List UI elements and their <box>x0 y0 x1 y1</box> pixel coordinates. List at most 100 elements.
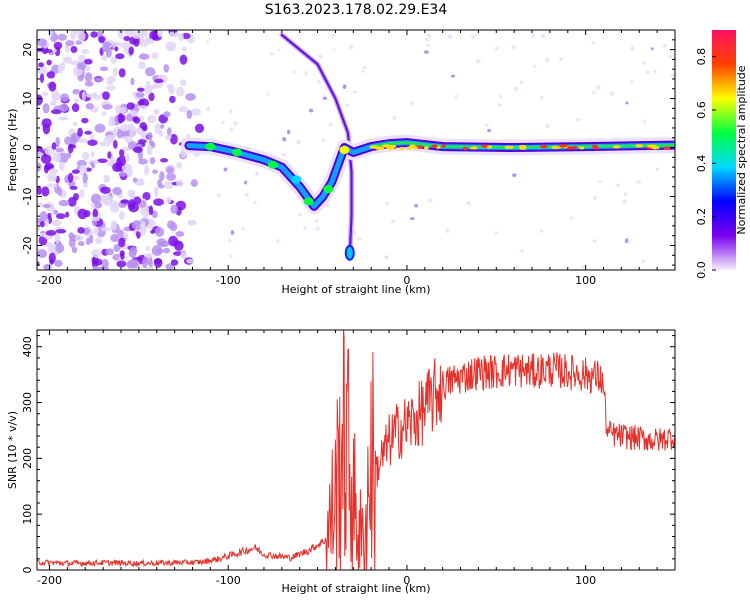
noise-blob <box>176 161 183 169</box>
noise-blob <box>39 232 48 237</box>
noise-blob <box>127 199 136 210</box>
speckle <box>540 34 546 39</box>
noise-blob <box>160 158 169 163</box>
speckle <box>328 122 333 127</box>
noise-blob <box>77 54 87 63</box>
hot-spot <box>441 144 446 148</box>
noise-blob <box>185 93 197 101</box>
noise-blob <box>153 78 164 83</box>
speckle <box>519 248 524 253</box>
speckle <box>545 123 550 129</box>
noise-blob <box>175 200 187 211</box>
speckle <box>206 106 211 111</box>
noise-blob <box>112 67 118 77</box>
arc-tail-blob <box>344 244 355 261</box>
noise-blob <box>158 184 165 189</box>
noise-blob <box>148 205 154 216</box>
noise-blob <box>107 119 116 127</box>
noise-blob <box>39 221 45 228</box>
noise-blob <box>186 258 194 264</box>
noise-blob <box>93 94 102 101</box>
spectrogram-xtick-label: -200 <box>37 274 62 287</box>
noise-blob <box>118 171 128 177</box>
speckle <box>362 65 366 70</box>
noise-blob <box>94 77 104 82</box>
noise-blob <box>60 62 66 72</box>
spectrogram-plot <box>37 30 675 270</box>
hot-spot <box>558 144 568 148</box>
speckle <box>641 61 646 65</box>
speckle <box>314 219 319 223</box>
noise-blob <box>40 153 52 165</box>
speckle <box>322 96 327 100</box>
noise-blob <box>139 39 149 48</box>
noise-blob <box>41 91 49 96</box>
noise-blob <box>77 227 85 234</box>
noise-blob <box>107 151 112 159</box>
noise-blob <box>55 228 67 234</box>
noise-blob <box>153 186 159 198</box>
noise-blob <box>130 77 135 86</box>
noise-blob <box>95 236 102 245</box>
noise-blob <box>128 46 134 56</box>
hot-spot <box>431 144 438 148</box>
noise-blob <box>127 189 136 198</box>
speckle <box>609 91 614 96</box>
noise-blob <box>125 153 130 163</box>
snr-ytick-label: 0 <box>21 567 34 574</box>
speckle <box>475 59 480 64</box>
speckle <box>494 231 498 235</box>
noise-blob <box>112 187 122 196</box>
speckle <box>428 198 433 203</box>
colorbar-gradient <box>712 30 736 270</box>
noise-blob <box>37 94 43 106</box>
noise-blob <box>71 169 80 174</box>
colorbar: 0.0 0.2 0.4 0.6 0.8 Normalized spectral ampl… <box>695 30 748 279</box>
noise-blob <box>187 220 197 226</box>
speckle <box>342 84 347 90</box>
snr-xtick-label: 0 <box>403 574 410 587</box>
noise-blob <box>89 234 94 244</box>
noise-blob <box>190 108 201 116</box>
hot-spot <box>519 146 527 150</box>
speckle <box>569 216 574 220</box>
noise-blob <box>152 169 159 174</box>
noise-blob <box>148 92 155 102</box>
noise-blob <box>163 64 170 73</box>
noise-blob <box>145 246 151 252</box>
noise-blob <box>53 41 63 50</box>
noise-blob <box>153 108 160 115</box>
noise-blob <box>144 67 156 77</box>
noise-blob <box>101 55 108 61</box>
noise-blob <box>46 183 58 188</box>
noise-blob <box>180 251 187 259</box>
noise-blob <box>133 196 142 205</box>
noise-blob <box>131 31 142 39</box>
noise-blob <box>163 180 175 190</box>
noise-blob <box>67 143 74 154</box>
speckle <box>596 85 600 91</box>
speckle <box>511 45 516 50</box>
noise-blob <box>123 232 129 239</box>
noise-blob <box>58 199 70 207</box>
hot-spot <box>374 146 385 150</box>
noise-blob <box>119 149 125 157</box>
noise-blob <box>129 128 135 138</box>
speckle <box>391 219 396 224</box>
noise-blob <box>190 179 198 187</box>
noise-blob <box>54 259 63 267</box>
speckle <box>629 80 634 84</box>
speckle <box>650 47 654 51</box>
noise-blob <box>101 111 107 116</box>
noise-blob <box>51 90 61 102</box>
speckle <box>230 230 235 235</box>
speckle <box>410 101 414 106</box>
noise-blob <box>166 196 172 204</box>
noise-blob <box>37 249 48 258</box>
noise-blob <box>137 178 145 186</box>
speckle <box>593 195 597 201</box>
noise-blob <box>151 245 163 256</box>
noise-blob <box>77 241 85 247</box>
noise-blob <box>137 87 145 92</box>
noise-blob <box>48 81 57 92</box>
